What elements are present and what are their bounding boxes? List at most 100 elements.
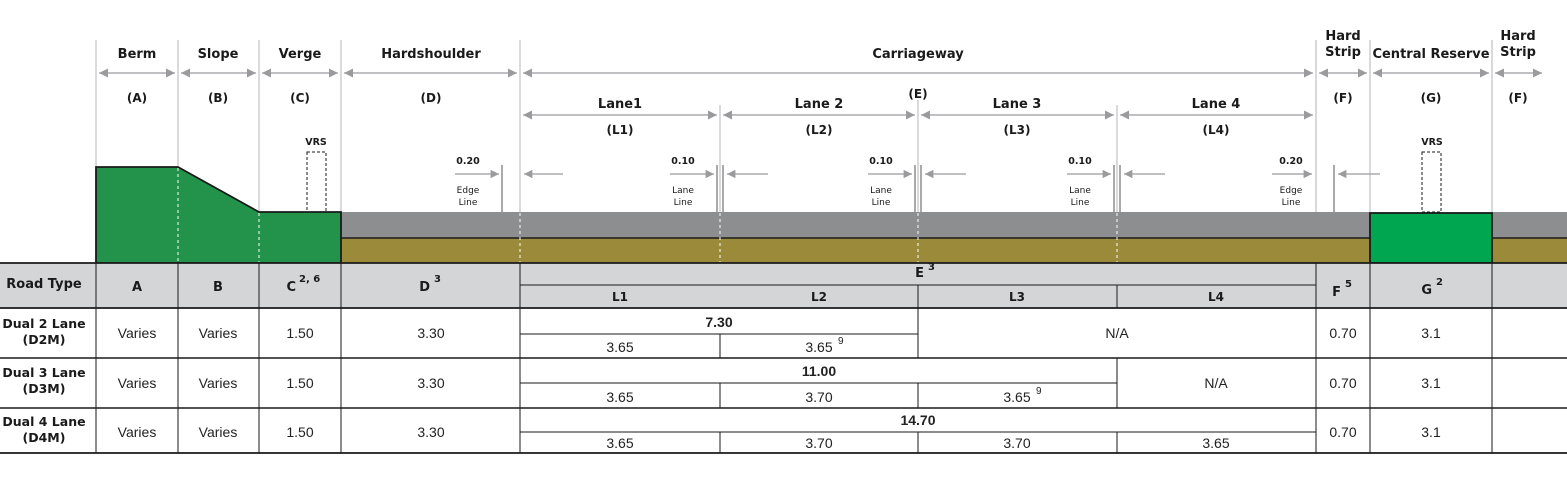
col-e-footnote: 3 bbox=[928, 262, 935, 273]
cell-d: 3.30 bbox=[417, 424, 444, 440]
lane-1-code: (L1) bbox=[607, 123, 634, 137]
hard-strip-left-label-2: Strip bbox=[1325, 45, 1361, 60]
cell-l1: 3.65 bbox=[606, 339, 633, 355]
lane-4-code: (L4) bbox=[1203, 123, 1230, 137]
edge-line-left-width: 0.20 bbox=[456, 156, 480, 167]
cell-l1: 3.65 bbox=[606, 435, 633, 451]
cell-l2-footnote: 9 bbox=[838, 336, 844, 347]
cell-l2: 3.65 bbox=[805, 339, 832, 355]
lane-line-3-word: Lane bbox=[1069, 186, 1091, 196]
vrs-verge-barrier bbox=[306, 151, 327, 213]
cell-c: 1.50 bbox=[286, 325, 313, 341]
code-e: (E) bbox=[908, 87, 927, 101]
cell-b: Varies bbox=[199, 424, 238, 440]
edge-line-right-width: 0.20 bbox=[1279, 156, 1303, 167]
cell-l3-footnote: 9 bbox=[1036, 386, 1042, 397]
hardshoulder-label: Hardshoulder bbox=[381, 47, 481, 62]
col-b-header: B bbox=[213, 280, 223, 295]
lane-line-1-line: Line bbox=[674, 198, 693, 208]
edge-line-right-word: Edge bbox=[1280, 186, 1303, 196]
line-marking-annotations: 0.20 Edge Line 0.10 Lane Line 0.10 Lane … bbox=[455, 156, 1380, 213]
hard-strip-left-label-1: Hard bbox=[1325, 29, 1360, 44]
central-reserve-label: Central Reserve bbox=[1372, 47, 1489, 62]
central-reserve-block bbox=[1369, 212, 1493, 264]
lane-line-1-word: Lane bbox=[672, 186, 694, 196]
vrs-verge-label: VRS bbox=[305, 137, 327, 148]
cell-total: 14.70 bbox=[900, 412, 935, 428]
code-c: (C) bbox=[290, 91, 310, 105]
cell-l2: 3.70 bbox=[805, 435, 832, 451]
far-hard-strip-surface bbox=[1492, 212, 1567, 239]
hard-strip-right-label-1: Hard bbox=[1500, 29, 1535, 44]
lane-2-label: Lane 2 bbox=[795, 97, 844, 112]
row-code: (D2M) bbox=[23, 332, 66, 347]
col-f-footnote: 5 bbox=[1345, 279, 1352, 290]
code-a: (A) bbox=[127, 91, 147, 105]
cell-f: 0.70 bbox=[1329, 325, 1356, 341]
cell-total: 11.00 bbox=[802, 363, 836, 379]
cell-l3: 3.70 bbox=[1003, 435, 1030, 451]
carriageway-label: Carriageway bbox=[872, 47, 964, 62]
cell-g: 3.1 bbox=[1421, 325, 1441, 341]
cell-l4: 3.65 bbox=[1202, 435, 1229, 451]
edge-line-left-line: Line bbox=[459, 198, 478, 208]
lane-line-2-word: Lane bbox=[870, 186, 892, 196]
cell-f: 0.70 bbox=[1329, 424, 1356, 440]
cell-l2: 3.70 bbox=[805, 389, 832, 405]
cell-g: 3.1 bbox=[1421, 375, 1441, 391]
verge-label: Verge bbox=[279, 47, 322, 62]
cell-na: N/A bbox=[1105, 325, 1129, 341]
edge-line-right-line: Line bbox=[1282, 198, 1301, 208]
sub-l4-header: L4 bbox=[1208, 290, 1224, 304]
cell-l1: 3.65 bbox=[606, 389, 633, 405]
lane-labels: Lane1 Lane 2 Lane 3 Lane 4 (L1) (L2) (L3… bbox=[598, 97, 1240, 137]
lane-line-3-width: 0.10 bbox=[1068, 156, 1092, 167]
earthworks-verge-berm bbox=[95, 166, 342, 264]
cell-a: Varies bbox=[118, 424, 157, 440]
cell-g: 3.1 bbox=[1421, 424, 1441, 440]
far-subbase-layer bbox=[1492, 238, 1567, 263]
edge-line-left-word: Edge bbox=[457, 186, 480, 196]
sub-l1-header: L1 bbox=[612, 290, 628, 304]
row-name: Dual 4 Lane bbox=[2, 414, 85, 429]
vrs-central-label: VRS bbox=[1421, 137, 1443, 148]
lane-1-label: Lane1 bbox=[598, 97, 642, 112]
row-code: (D4M) bbox=[23, 430, 66, 445]
subbase-layer bbox=[341, 238, 1370, 263]
column-guide-lines bbox=[95, 40, 1493, 262]
lane-line-2-line: Line bbox=[872, 198, 891, 208]
lane-line-1-width: 0.10 bbox=[671, 156, 695, 167]
col-d-header: D bbox=[419, 280, 430, 295]
cell-a: Varies bbox=[118, 325, 157, 341]
col-c-header: C bbox=[286, 280, 296, 295]
table-row: Dual 2 Lane (D2M) Varies Varies 1.50 3.3… bbox=[2, 314, 1441, 355]
table-row: Dual 4 Lane (D4M) Varies Varies 1.50 3.3… bbox=[2, 412, 1441, 451]
row-name: Dual 3 Lane bbox=[2, 365, 85, 380]
slope-label: Slope bbox=[198, 47, 239, 62]
lane-2-code: (L2) bbox=[806, 123, 833, 137]
col-g-header: G bbox=[1421, 283, 1432, 298]
sub-l3-header: L3 bbox=[1009, 290, 1025, 304]
cell-total: 7.30 bbox=[705, 314, 732, 330]
dimensions-table: Road Type A B C 2, 6 D 3 E 3 F 5 G 2 L1 … bbox=[0, 262, 1567, 454]
code-d: (D) bbox=[421, 91, 442, 105]
row-code: (D3M) bbox=[23, 381, 66, 396]
lane-3-code: (L3) bbox=[1004, 123, 1031, 137]
col-c-footnote: 2, 6 bbox=[299, 274, 320, 285]
cell-b: Varies bbox=[199, 325, 238, 341]
segment-codes: (A) (B) (C) (D) (E) (F) (G) (F) bbox=[127, 87, 1528, 105]
cell-c: 1.50 bbox=[286, 375, 313, 391]
cell-c: 1.50 bbox=[286, 424, 313, 440]
cell-d: 3.30 bbox=[417, 375, 444, 391]
cell-f: 0.70 bbox=[1329, 375, 1356, 391]
berm-label: Berm bbox=[118, 47, 157, 62]
col-f-header: F bbox=[1332, 285, 1341, 300]
lane-3-label: Lane 3 bbox=[993, 97, 1042, 112]
code-b: (B) bbox=[208, 91, 228, 105]
col-d-footnote: 3 bbox=[434, 274, 441, 285]
col-a-header: A bbox=[132, 280, 142, 295]
cell-na: N/A bbox=[1204, 375, 1228, 391]
sub-l2-header: L2 bbox=[811, 290, 827, 304]
cell-b: Varies bbox=[199, 375, 238, 391]
lane-line-2-width: 0.10 bbox=[869, 156, 893, 167]
